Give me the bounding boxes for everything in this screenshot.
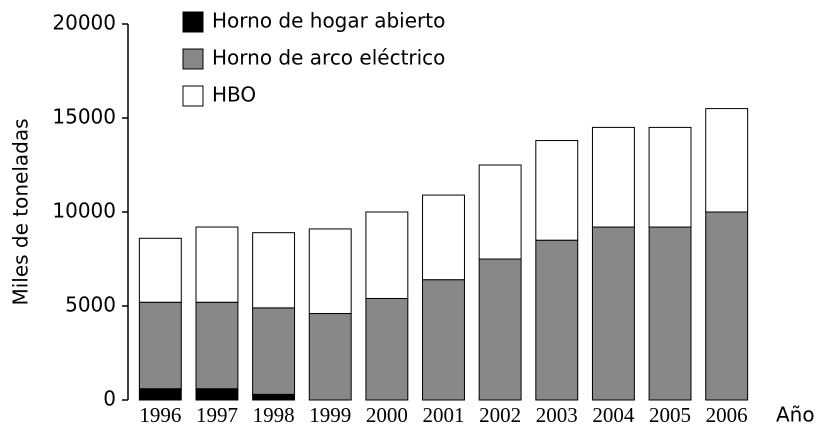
x-tick-label: 1996 xyxy=(139,403,181,427)
bar-segment xyxy=(422,279,465,401)
legend-swatch xyxy=(182,48,204,70)
bar-segment xyxy=(478,164,522,260)
y-tick-label: 10000 xyxy=(52,199,116,223)
legend-label: Horno de hogar abierto xyxy=(212,9,445,33)
bar-segment xyxy=(591,126,635,228)
bar-segment xyxy=(591,226,635,401)
x-tick-label: 2004 xyxy=(592,403,635,427)
bar-segment xyxy=(535,140,579,241)
y-axis-label: Miles de toneladas xyxy=(9,118,33,305)
bar-segment xyxy=(365,211,409,299)
bar-segment xyxy=(252,393,296,401)
legend-swatch xyxy=(182,85,204,107)
bar-segment xyxy=(195,388,239,401)
bar-segment xyxy=(138,237,182,303)
bar-segment xyxy=(478,258,522,401)
x-tick-label: 2003 xyxy=(536,403,578,427)
bar-segment xyxy=(195,301,239,390)
bar-segment xyxy=(648,226,692,401)
legend-label: HBO xyxy=(212,83,256,107)
x-tick-label: 2005 xyxy=(649,403,691,427)
bar-segment xyxy=(138,388,182,401)
y-tick-label: 5000 xyxy=(65,293,116,317)
x-tick-label: 1999 xyxy=(309,403,351,427)
bar-segment xyxy=(705,211,749,401)
x-tick-label: 2000 xyxy=(366,403,408,427)
legend-label: Horno de arco eléctrico xyxy=(212,46,445,70)
bar-segment xyxy=(252,307,296,395)
bar-segment xyxy=(648,126,692,228)
bar-segment xyxy=(252,232,296,309)
y-tick-label: 20000 xyxy=(52,11,116,35)
x-tick-label: 2002 xyxy=(479,403,521,427)
bar-segment xyxy=(535,239,579,401)
y-tick-label: 0 xyxy=(103,387,116,411)
legend-swatch xyxy=(182,11,204,33)
x-tick-label: 1997 xyxy=(196,403,238,427)
x-axis-label: Año xyxy=(776,403,815,427)
x-tick-label: 2001 xyxy=(423,403,465,427)
bar-segment xyxy=(365,297,409,401)
bar-segment xyxy=(308,228,352,315)
y-tick-label: 15000 xyxy=(52,105,116,129)
x-tick-label: 2006 xyxy=(706,403,748,427)
x-tick-label: 1998 xyxy=(253,403,295,427)
bar-segment xyxy=(422,194,465,281)
bar-segment xyxy=(138,301,182,390)
bar-segment xyxy=(705,108,749,213)
bar-segment xyxy=(195,226,239,303)
bar-segment xyxy=(308,313,352,401)
